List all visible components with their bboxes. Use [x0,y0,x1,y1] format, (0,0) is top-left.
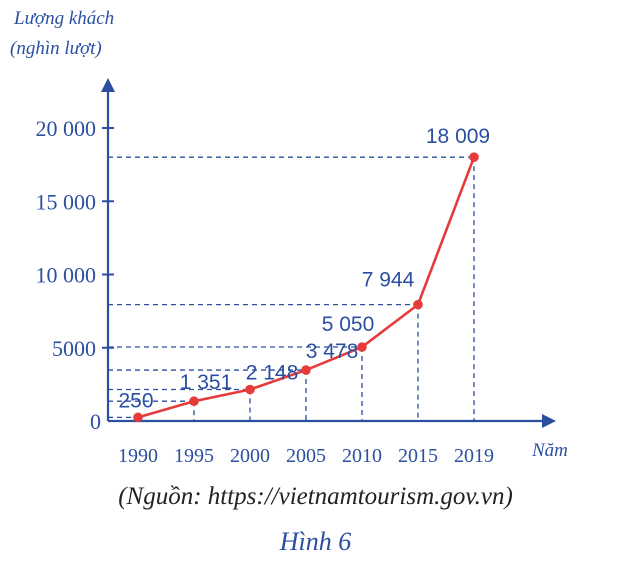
x-tick-label-2019: 2019 [454,445,494,467]
y-axis-arrow [101,78,115,92]
x-tick-label-2010: 2010 [342,445,382,467]
y-axis-label-line1: Lượng khách [14,8,115,29]
source-caption: (Nguồn: https://vietnamtourism.gov.vn) [118,483,513,510]
x-axis-label: Năm [531,440,568,461]
y-axis-label-line2: (nghìn lượt) [10,38,102,59]
data-label-2010: 5 050 [322,313,375,336]
x-tick-label-2005: 2005 [286,445,326,467]
data-label-1990: 250 [118,389,153,412]
x-axis-arrow [542,414,556,428]
data-point-2019 [469,152,479,162]
data-point-1990 [133,412,143,423]
line-chart: 0 5000 10 000 15 000 20 000 1990 1995 2000 2005 2… [36,78,568,467]
data-label-2019: 18 009 [426,125,490,148]
x-tick-label-1995: 1995 [174,445,214,467]
data-point-2005 [301,365,311,375]
y-tick-label-0: 0 [90,409,101,434]
data-label-2015: 7 944 [362,269,415,292]
y-tick-label-10000: 10 000 [36,263,97,288]
data-point-2015 [413,299,423,310]
data-label-2000: 2 148 [246,362,299,385]
x-tick-label-1990: 1990 [118,445,158,467]
x-tick-label-2000: 2000 [230,445,270,467]
x-tick-label-2015: 2015 [398,445,438,467]
y-tick-label-15000: 15 000 [36,189,97,214]
data-point-1995 [189,396,199,407]
data-label-1995: 1 351 [180,371,233,394]
data-point-2010 [357,342,367,352]
figure-label: Hình 6 [279,527,352,556]
y-tick-label-20000: 20 000 [36,116,97,141]
data-label-2005: 3 478 [306,340,359,363]
y-tick-label-5000: 5000 [52,336,96,361]
data-point-2000 [245,384,255,395]
